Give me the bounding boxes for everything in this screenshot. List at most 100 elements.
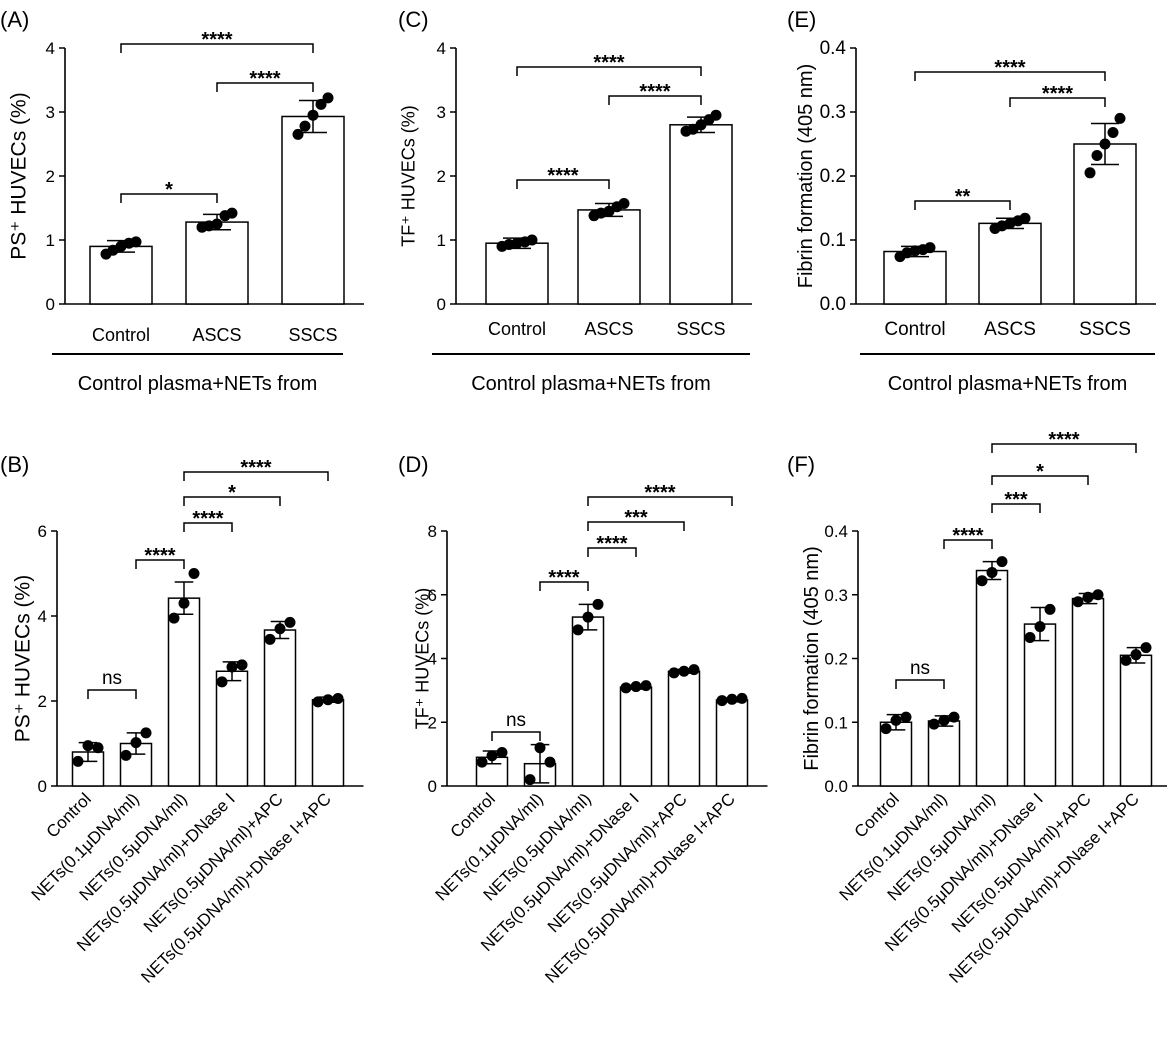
significance-label: **** — [240, 457, 271, 479]
bar — [485, 242, 549, 305]
significance-label: **** — [639, 81, 670, 103]
data-point — [668, 667, 680, 679]
data-point — [603, 205, 615, 217]
data-point — [880, 723, 892, 735]
panel-c: (C) 0 1 2 3 4 TF⁺ HUVECs (%) Control ASCS SSCS ***… — [398, 7, 752, 395]
data-point — [1107, 126, 1119, 138]
y-tick-label: 0.4 — [824, 522, 848, 541]
significance-bracket — [587, 547, 637, 557]
data-point — [924, 242, 936, 254]
data-point — [226, 661, 238, 673]
panel-label: (A) — [0, 7, 29, 32]
data-point — [526, 234, 538, 246]
significance-label: **** — [644, 482, 675, 504]
data-point — [322, 694, 334, 706]
y-axis-label: Fibrin formation (405 nm) — [795, 64, 817, 289]
significance-bracket — [914, 200, 1011, 210]
data-point — [1091, 150, 1103, 162]
data-point — [1082, 591, 1094, 603]
significance-label: **** — [547, 165, 578, 187]
data-point — [72, 755, 84, 767]
bar — [185, 221, 249, 305]
significance-bracket — [587, 521, 685, 531]
data-point — [736, 692, 748, 704]
y-tick-label: 1 — [437, 231, 446, 250]
y-axis-label: TF⁺ HUVECs (%) — [398, 105, 418, 247]
y-tick-label: 0.4 — [820, 38, 847, 59]
data-point — [236, 659, 248, 671]
data-point — [1114, 112, 1126, 124]
bar — [879, 721, 913, 787]
data-point — [264, 633, 276, 645]
significance-label: **** — [249, 68, 280, 90]
data-point — [1034, 621, 1046, 633]
panel-label: (F) — [787, 452, 815, 477]
bar — [927, 720, 961, 787]
data-point — [976, 575, 988, 587]
data-point — [216, 676, 228, 688]
data-point — [618, 198, 630, 210]
bar — [667, 670, 701, 787]
significance-label: **** — [548, 567, 579, 589]
data-point — [524, 774, 536, 786]
data-point — [1072, 596, 1084, 608]
significance-label: ns — [102, 668, 122, 689]
data-point — [534, 742, 546, 754]
data-point — [996, 556, 1008, 568]
data-point — [928, 718, 940, 730]
significance-label: **** — [994, 57, 1025, 79]
data-point — [299, 120, 311, 132]
significance-bracket — [183, 496, 281, 506]
y-tick-label: 0.3 — [820, 102, 846, 123]
y-axis-label: PS⁺ HUVECs (%) — [7, 92, 30, 259]
y-tick-label: 0 — [428, 777, 437, 796]
data-point — [486, 750, 498, 762]
data-point — [1099, 138, 1111, 150]
y-tick-label: 0.0 — [824, 777, 848, 796]
significance-label: **** — [1042, 83, 1073, 105]
data-point — [710, 109, 722, 121]
data-point — [726, 693, 738, 705]
data-point — [582, 611, 594, 623]
data-point — [572, 624, 584, 636]
data-point — [687, 123, 699, 135]
significance-bracket — [991, 503, 1041, 513]
significance-bracket — [216, 82, 314, 92]
data-point — [130, 737, 142, 749]
y-tick-label: 4 — [437, 39, 446, 58]
x-tick-label: Control — [92, 325, 150, 345]
data-point — [188, 568, 200, 579]
y-tick-label: 2 — [428, 713, 437, 732]
significance-label: *** — [1004, 489, 1028, 511]
y-tick-label: 0 — [437, 295, 446, 314]
x-tick-label: ASCS — [984, 319, 1036, 340]
x-tick-label: SSCS — [1079, 319, 1131, 340]
data-point — [544, 756, 556, 768]
bar — [669, 124, 733, 305]
data-point — [322, 92, 334, 104]
significance-bracket — [516, 66, 702, 76]
bar — [978, 222, 1042, 305]
x-tick-label: ASCS — [192, 325, 241, 345]
x-tick-label: Control — [488, 319, 546, 339]
data-point — [1084, 167, 1096, 179]
significance-bracket — [516, 179, 610, 189]
y-tick-label: 0.2 — [824, 650, 848, 669]
significance-bracket — [183, 522, 233, 532]
significance-label: **** — [952, 525, 983, 547]
bar — [619, 686, 653, 787]
significance-label: ns — [910, 658, 930, 679]
significance-bracket — [587, 496, 733, 506]
data-point — [211, 218, 223, 230]
y-tick-label: 2 — [437, 167, 446, 186]
data-point — [938, 714, 950, 726]
significance-bracket — [87, 689, 137, 699]
data-point — [986, 566, 998, 578]
data-point — [1024, 631, 1036, 643]
data-point — [890, 714, 902, 726]
y-tick-label: 0 — [46, 295, 55, 314]
y-axis-label: TF⁺ HUVECs (%) — [412, 588, 432, 730]
